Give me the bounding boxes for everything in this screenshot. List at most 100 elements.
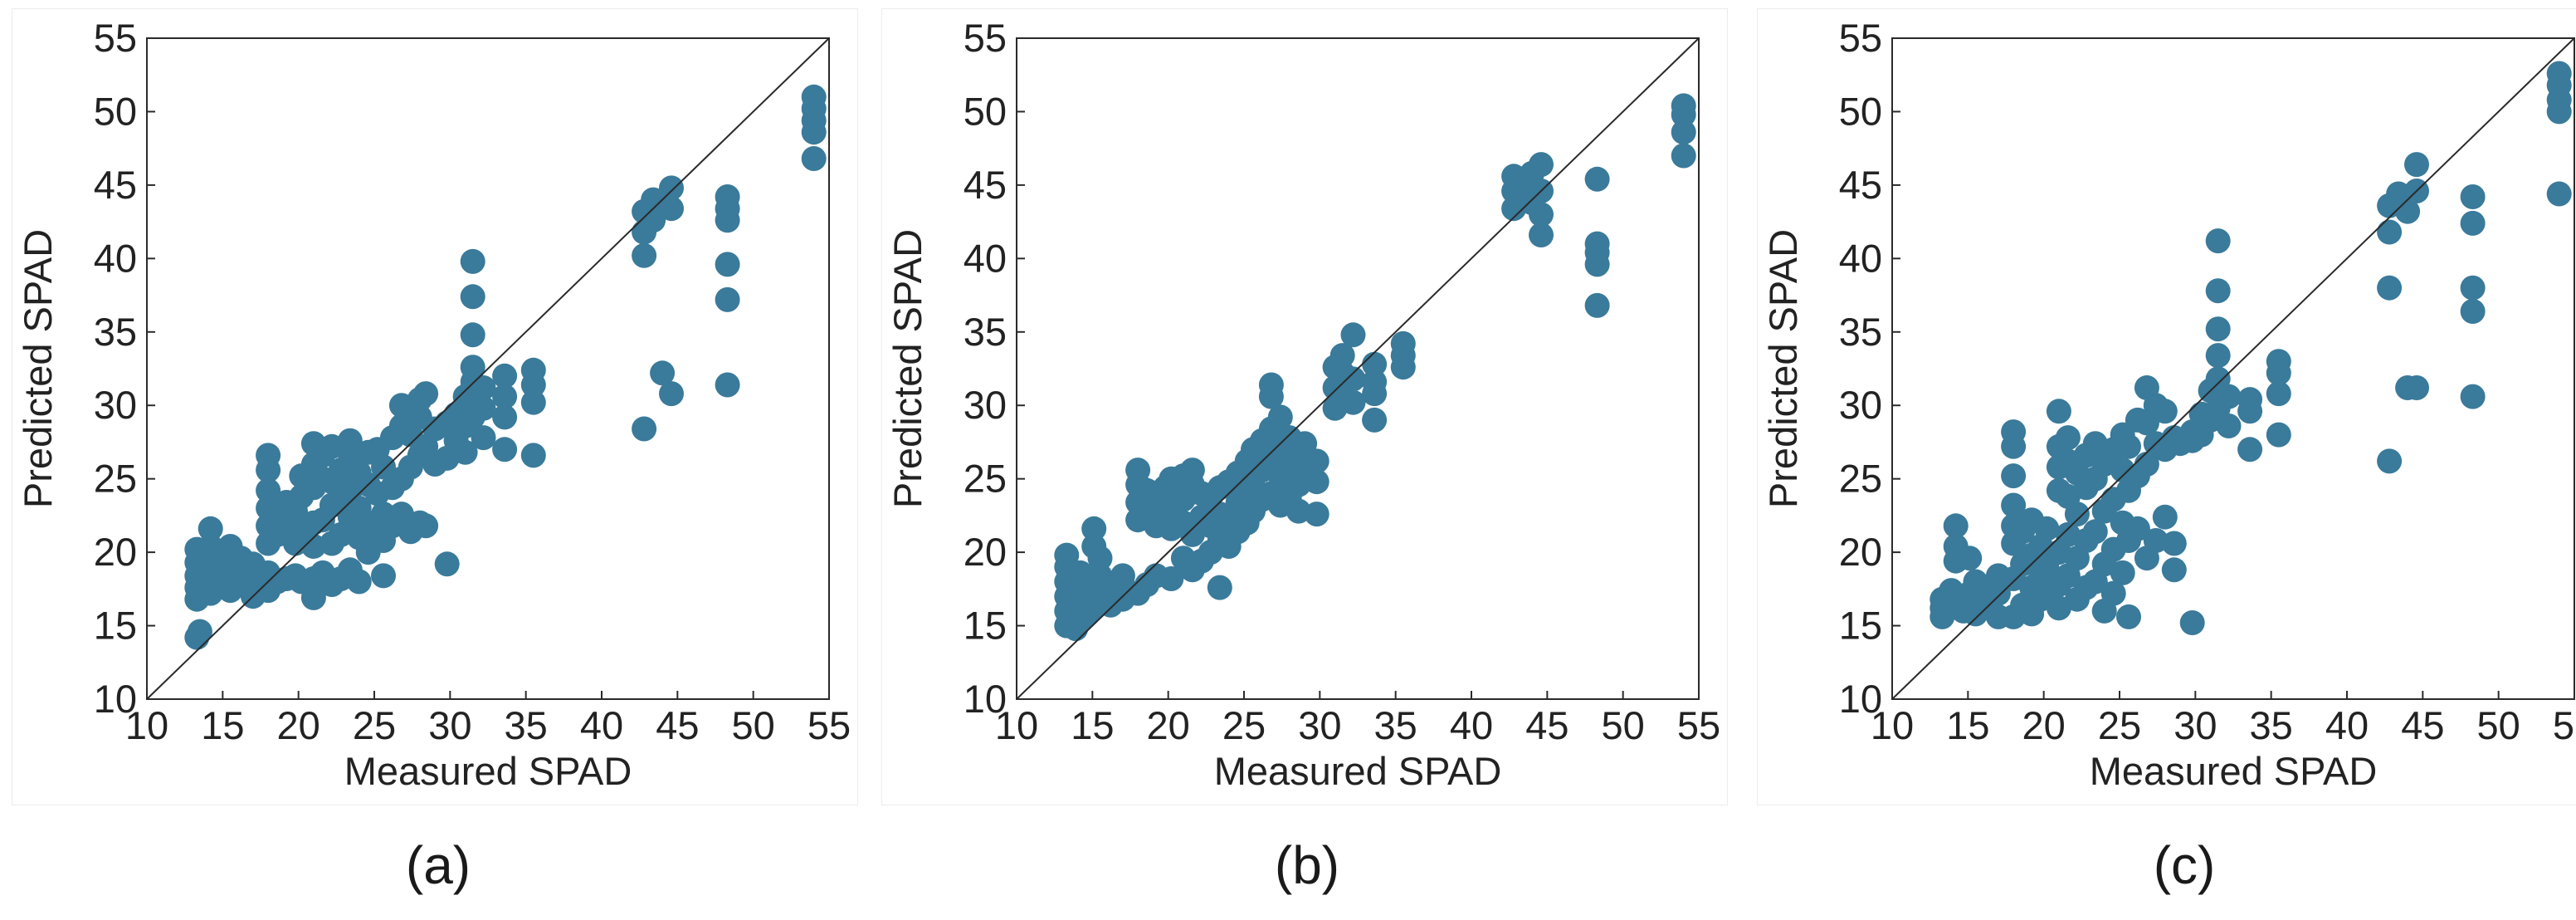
y-tick-label: 25 [1839,457,1882,501]
data-point [1584,292,1610,318]
data-point [1258,372,1284,398]
data-point [1125,458,1151,483]
data-point [2116,433,2141,459]
data-point [492,404,518,430]
data-point [1304,469,1329,495]
y-tick-label: 40 [1839,236,1882,280]
x-axis-title: Measured SPAD [2090,749,2378,793]
data-point [2266,422,2291,448]
data-point [632,242,657,268]
data-point [2460,384,2486,409]
data-point [1340,366,1366,392]
y-tick-label: 45 [1839,163,1882,207]
y-tick-label: 40 [94,236,137,280]
data-point [413,513,439,539]
data-point [1584,166,1610,192]
data-point [650,360,676,386]
y-tick-label: 15 [1839,604,1882,648]
data-point [371,454,396,480]
y-tick-label: 20 [94,530,137,574]
data-point [460,284,485,310]
identity-line [1891,37,2575,700]
data-point [346,569,372,595]
data-point [1671,93,1696,119]
data-point [1957,546,1983,571]
data-point [187,619,212,644]
data-point [520,443,546,468]
data-point [2046,399,2071,424]
y-tick-label: 10 [964,677,1007,721]
y-tick-label: 35 [1839,310,1882,354]
data-point [460,248,485,274]
plot-frame [1016,37,1700,700]
data-point [2377,448,2403,474]
data-point [1362,369,1388,394]
data-point [2460,184,2486,209]
y-tick-label: 45 [964,163,1007,207]
data-point [2116,604,2141,629]
data-point [659,381,684,407]
x-tick-label: 55 [1677,703,1720,747]
y-tick-label: 50 [94,89,137,133]
data-point [520,357,546,383]
x-tick-label: 20 [2022,703,2066,747]
data-point [2001,419,2027,445]
data-point [2179,610,2205,635]
data-point [452,439,478,465]
data-point [1081,516,1107,541]
data-point [715,372,740,398]
data-point [337,428,363,453]
data-point [659,196,684,222]
data-point [2460,299,2486,324]
x-tick-label: 25 [1222,703,1266,747]
x-tick-label: 20 [277,703,320,747]
data-point [2055,425,2081,451]
data-point [715,252,740,277]
data-point [371,563,396,589]
data-point [1529,152,1554,178]
y-axis-title: Predicted SPAD [886,229,929,508]
y-tick-label: 35 [94,310,137,354]
y-tick-label: 25 [94,457,137,501]
data-point [1054,542,1080,568]
data-point [1529,202,1554,228]
x-tick-label: 40 [1450,703,1493,747]
data-point [198,516,223,541]
y-tick-label: 15 [94,604,137,648]
data-point [1087,546,1113,571]
data-point [2082,519,2108,545]
x-tick-label: 35 [505,703,548,747]
data-point [2237,387,2263,413]
data-point [492,363,518,389]
x-tick-label: 50 [2477,703,2520,747]
y-tick-label: 20 [1839,530,1882,574]
data-point [1329,343,1355,369]
data-point [2161,557,2187,583]
x-tick-label: 55 [2553,703,2576,747]
data-point [1304,448,1329,474]
x-tick-label: 15 [201,703,244,747]
x-tick-label: 35 [2250,703,2293,747]
x-axis-title: Measured SPAD [1214,749,1502,793]
data-point [1362,407,1388,433]
plot-frame [1891,37,2575,700]
data-point [2377,275,2403,301]
x-tick-label: 30 [1298,703,1341,747]
y-tick-label: 40 [964,236,1007,280]
y-tick-label: 55 [1839,16,1882,60]
data-point [1179,458,1205,483]
plot-frame [146,37,830,700]
y-tick-label: 55 [964,16,1007,60]
data-point [2110,560,2135,585]
data-point [434,551,460,577]
x-tick-label: 40 [2325,703,2369,747]
data-point [2266,381,2291,407]
data-point [659,175,684,201]
data-point [2001,463,2027,489]
data-point [2460,210,2486,236]
data-point [801,84,827,110]
y-tick-label: 55 [94,16,137,60]
